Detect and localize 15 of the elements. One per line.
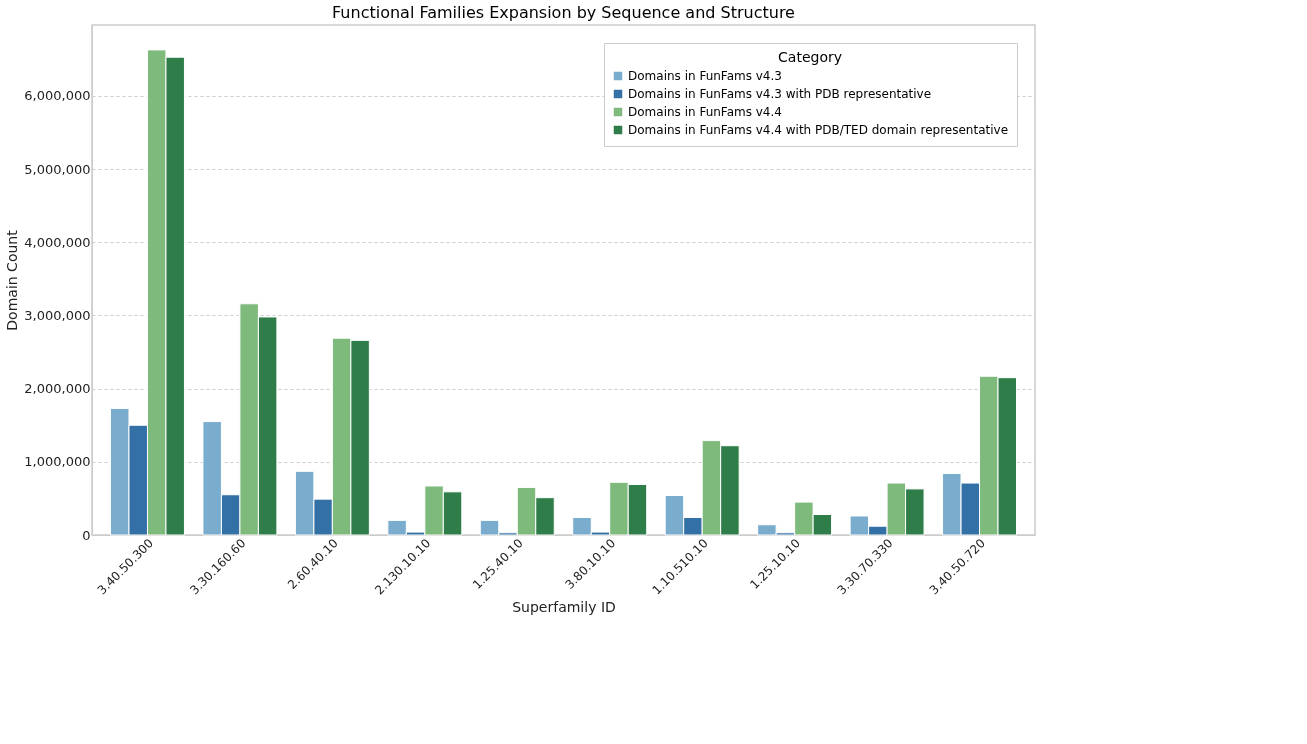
legend-label: Domains in FunFams v4.3	[628, 69, 782, 83]
x-axis-title: Superfamily ID	[512, 598, 616, 615]
y-tick-label: 2,000,000	[24, 381, 91, 397]
y-tick-label: 1,000,000	[24, 454, 91, 470]
y-tick-label: 0	[82, 527, 91, 543]
y-tick-label: 4,000,000	[24, 234, 91, 250]
chart-title: Functional Families Expansion by Sequence and Structure	[332, 3, 795, 22]
legend-label: Domains in FunFams v4.4	[628, 105, 782, 119]
y-axis-title: Domain Count	[4, 229, 21, 331]
y-tick-label: 3,000,000	[24, 307, 91, 323]
legend-label: Domains in FunFams v4.3 with PDB representative	[628, 87, 932, 101]
y-tick-label: 5,000,000	[24, 161, 91, 177]
legend-label: Domains in FunFams v4.4 with PDB/TED domain representative	[628, 123, 1009, 137]
y-tick-label: 6,000,000	[24, 88, 91, 104]
legend-title: Category	[778, 49, 842, 65]
